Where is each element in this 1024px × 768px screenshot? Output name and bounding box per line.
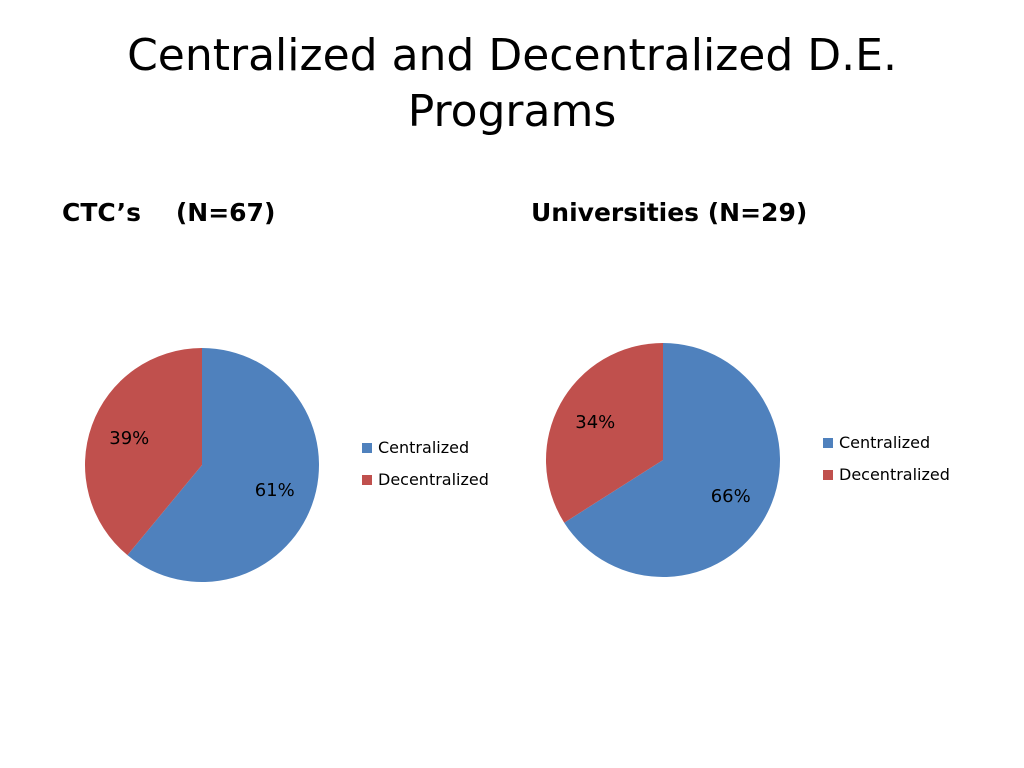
legend-item-centralized: Centralized <box>823 427 950 459</box>
data-label-ctc-decentralized: 39% <box>109 428 149 449</box>
legend-swatch-decentralized <box>823 470 833 480</box>
pie-slice-universities-decentralized <box>545 343 663 523</box>
legend-item-centralized: Centralized <box>362 432 489 464</box>
legend-item-decentralized: Decentralized <box>362 464 489 496</box>
data-label-ctc-centralized: 61% <box>255 480 295 501</box>
legend-label-decentralized: Decentralized <box>839 465 950 484</box>
legend-label-decentralized: Decentralized <box>378 470 489 489</box>
pie-slice-ctc-decentralized <box>84 348 202 556</box>
chart-title-universities: Universities (N=29) <box>531 198 808 227</box>
legend-swatch-centralized <box>362 443 372 453</box>
legend-item-decentralized: Decentralized <box>823 459 950 491</box>
legend-swatch-decentralized <box>362 475 372 485</box>
slide-title: Centralized and Decentralized D.E. Progr… <box>127 30 897 137</box>
data-label-universities-decentralized: 34% <box>575 412 615 433</box>
data-label-universities-centralized: 66% <box>711 486 751 507</box>
chart-title-ctc: CTC’s (N=67) <box>62 198 276 227</box>
pie-slice-ctc-centralized <box>127 348 319 582</box>
legend-label-centralized: Centralized <box>378 438 470 457</box>
legend-label-centralized: Centralized <box>839 433 931 452</box>
legend-universities: Centralized Decentralized <box>823 427 950 491</box>
legend-swatch-centralized <box>823 438 833 448</box>
legend-ctc: Centralized Decentralized <box>362 432 489 496</box>
pie-slice-universities-centralized <box>564 343 780 577</box>
